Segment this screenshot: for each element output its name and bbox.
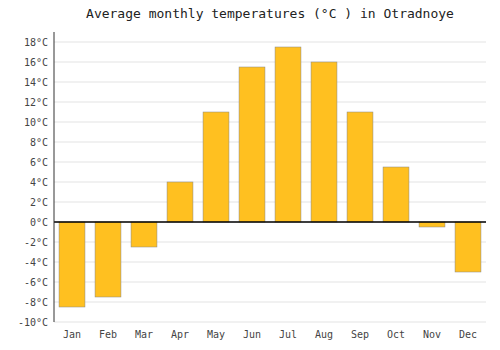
grid-line	[54, 302, 486, 303]
y-tick-label: 2°C	[30, 197, 48, 208]
y-axis: -10°C -8°C -6°C -4°C -2°C 0°C 2°C 4°C 6°C 8°C 10°C…	[18, 37, 486, 328]
bar	[59, 222, 85, 307]
x-tick-label: Dec	[459, 329, 477, 340]
x-tick-label: Feb	[99, 329, 117, 340]
y-tick-label: 10°C	[24, 117, 48, 128]
y-tick-label: -4°C	[24, 257, 48, 268]
page: {"chart_data": {"type": "bar", "title": …	[0, 0, 500, 350]
grid-line	[54, 142, 486, 143]
grid-line	[54, 202, 486, 203]
x-tick-label: Apr	[171, 329, 189, 340]
grid-line	[54, 182, 486, 183]
x-axis: Jan Feb Mar Apr May Jun Jul Aug Sep Oct Nov Dec	[63, 329, 477, 340]
y-tick-label: 8°C	[30, 137, 48, 148]
bar	[95, 222, 121, 297]
y-axis-line	[54, 32, 55, 322]
grid-line	[54, 322, 486, 323]
y-tick-label: -6°C	[24, 277, 48, 288]
y-tick-label: 4°C	[30, 177, 48, 188]
x-tick-label: Mar	[135, 329, 153, 340]
bars	[59, 47, 481, 307]
x-tick-label: Aug	[315, 329, 333, 340]
x-tick-label: Jun	[243, 329, 261, 340]
y-tick-label: 14°C	[24, 77, 48, 88]
y-tick-label: 12°C	[24, 97, 48, 108]
x-tick-label: Sep	[351, 329, 369, 340]
grid-line	[54, 102, 486, 103]
bar	[203, 112, 229, 222]
chart: Average monthly temperatures (°C ) in Ot…	[0, 0, 500, 350]
zero-line	[54, 221, 486, 223]
y-tick-label: -2°C	[24, 237, 48, 248]
x-tick-label: May	[207, 329, 225, 340]
y-tick-label: -10°C	[18, 317, 48, 328]
bar	[131, 222, 157, 247]
x-tick-label: Jul	[279, 329, 297, 340]
bar	[347, 112, 373, 222]
x-tick-label: Oct	[387, 329, 405, 340]
bar	[383, 167, 409, 222]
x-tick-label: Nov	[423, 329, 441, 340]
grid-line	[54, 62, 486, 63]
grid-line	[54, 82, 486, 83]
y-tick-label: 6°C	[30, 157, 48, 168]
y-tick-label: 0°C	[30, 217, 48, 228]
grid-line	[54, 162, 486, 163]
y-tick-label: 18°C	[24, 37, 48, 48]
grid-line	[54, 122, 486, 123]
title: Average monthly temperatures (°C ) in Ot…	[86, 6, 454, 21]
grid-line	[54, 222, 486, 223]
bar	[275, 47, 301, 222]
bar	[239, 67, 265, 222]
bar	[455, 222, 481, 272]
bar	[167, 182, 193, 222]
x-tick-label: Jan	[63, 329, 81, 340]
bar	[311, 62, 337, 222]
y-tick-label: 16°C	[24, 57, 48, 68]
y-tick-label: -8°C	[24, 297, 48, 308]
grid-line	[54, 42, 486, 43]
